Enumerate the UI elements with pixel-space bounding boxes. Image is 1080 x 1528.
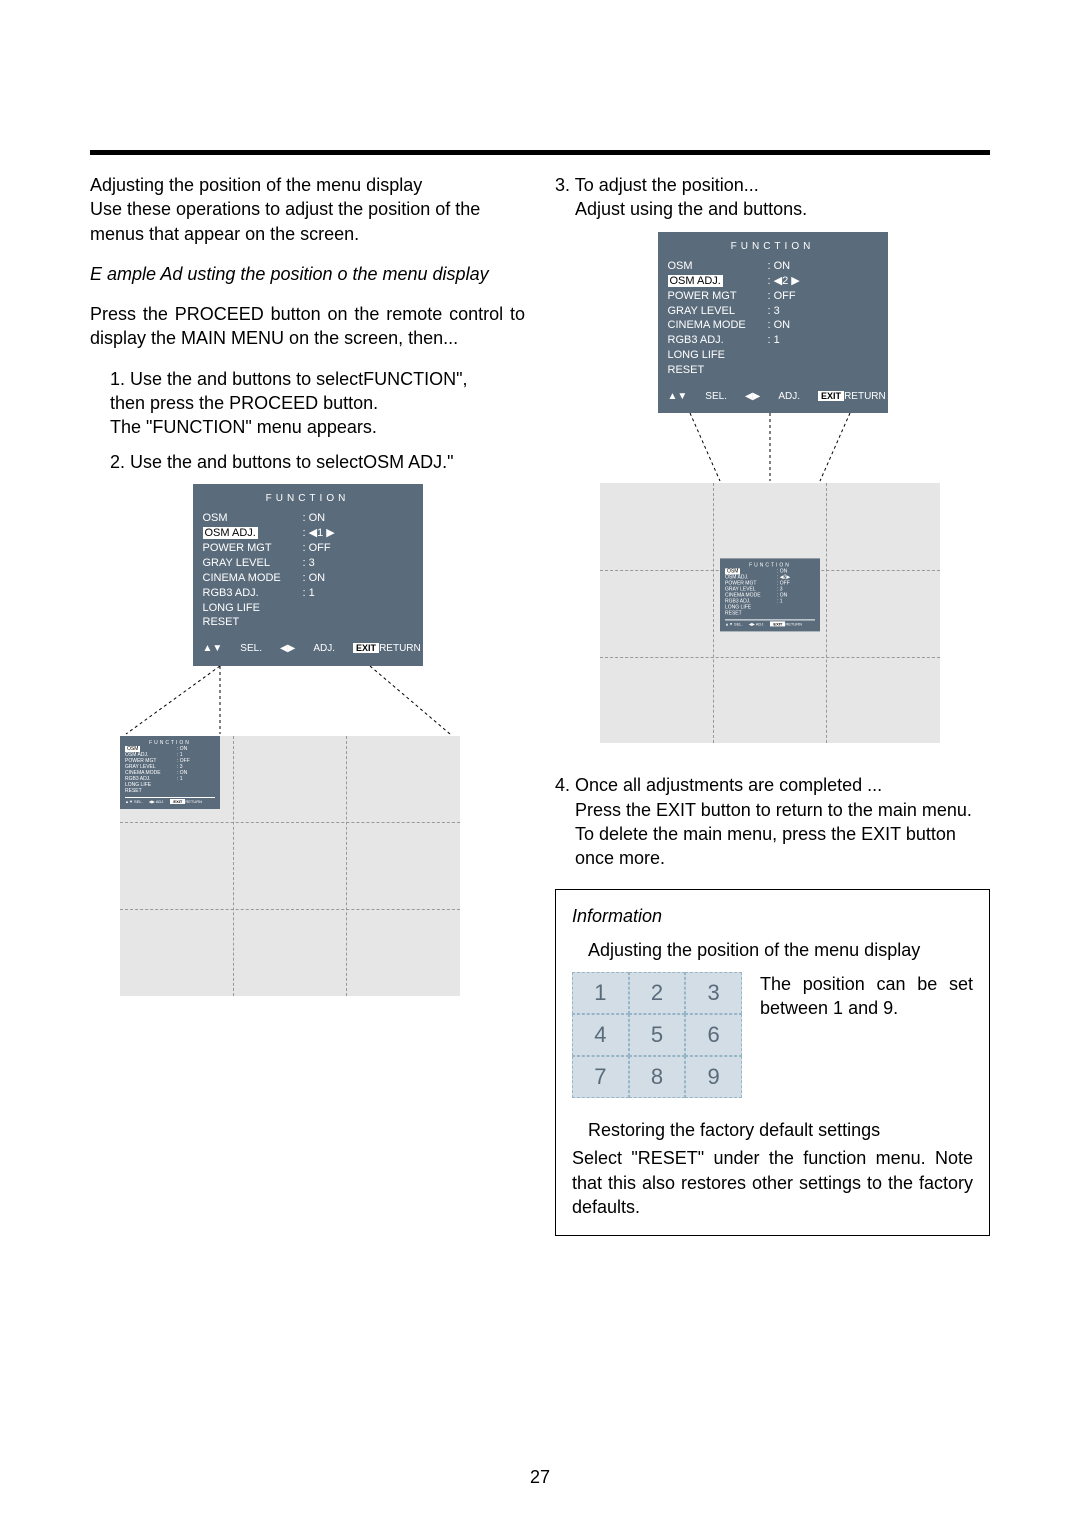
osd-row-val: : OFF — [303, 541, 331, 556]
divider — [90, 150, 990, 155]
osd-row-val: : ON — [768, 318, 791, 333]
osd-title: FUNCTION — [203, 492, 413, 506]
osd-row-val: : ON — [768, 259, 791, 274]
mini-osd-topleft: FUNCTION OSM: ON OSM ADJ.: 1 POWER MGT: … — [120, 736, 220, 809]
step2a: 2. Use the and buttons to select — [110, 452, 363, 472]
osd-row-val: : ON — [303, 511, 326, 526]
osd-row-label: LONG LIFE — [203, 601, 303, 616]
osd-row-val: : OFF — [768, 289, 796, 304]
information-box: Information Adjusting the position of th… — [555, 889, 990, 1237]
grid-cell: 4 — [572, 1014, 629, 1056]
info-row: 1 2 3 4 5 6 7 8 9 The position can be se… — [572, 972, 973, 1098]
osd-row-val: : ◀1 ▶ — [303, 526, 335, 541]
step1: 1. Use the and buttons to selectFUNCTION… — [90, 367, 525, 440]
step1-line1b: FUNCTION", — [363, 369, 467, 389]
sel-label: SEL. — [240, 642, 262, 656]
step4b: Press the EXIT button to return to the m… — [555, 798, 972, 822]
osd-menu-left: FUNCTION OSM: ON OSM ADJ.: ◀1 ▶ POWER MG… — [193, 484, 423, 666]
step1-line2: then press the PROCEED button. — [110, 393, 378, 413]
leader-lines-right — [600, 413, 940, 483]
two-column-layout: Adjusting the position of the menu displ… — [90, 173, 990, 1236]
grid-cell: 9 — [685, 1056, 742, 1098]
step1-line3: The "FUNCTION" menu appears. — [110, 417, 377, 437]
step2b: OSM ADJ." — [363, 452, 453, 472]
updown-icon: ▲▼ — [668, 390, 688, 404]
osd-row-label-hl: OSM ADJ. — [668, 275, 723, 287]
sel-label: SEL. — [705, 390, 727, 404]
osd-row-val: : 1 — [303, 586, 315, 601]
mini-osd-center: FUNCTION OSM: ON OSM ADJ.: ◀2▶ POWER MGT… — [720, 559, 820, 632]
osd-footer: ▲▼ SEL. ◀▶ ADJ. EXITRETURN — [203, 642, 413, 656]
step1-line1a: 1. Use the and buttons to select — [110, 369, 363, 389]
grid-cell: 3 — [685, 972, 742, 1014]
step3a: 3. To adjust the position... — [555, 175, 759, 195]
osd-row-label: GRAY LEVEL — [668, 304, 768, 319]
osd-row-val: : 1 — [768, 333, 780, 348]
osd-body: OSM: ON OSM ADJ.: ◀2 ▶ POWER MGT: OFF GR… — [668, 259, 878, 378]
osd-row-label: CINEMA MODE — [668, 318, 768, 333]
step3: 3. To adjust the position... Adjust usin… — [555, 173, 990, 222]
info-header: Information — [572, 904, 973, 928]
right-column: 3. To adjust the position... Adjust usin… — [555, 173, 990, 1236]
osd-row-val: : 3 — [768, 304, 780, 319]
osd-row-label: RGB3 ADJ. — [668, 333, 768, 348]
page-number: 27 — [530, 1467, 550, 1488]
exit-pill: EXIT — [353, 643, 379, 653]
grid-cell: 2 — [629, 972, 686, 1014]
osd-footer: ▲▼ SEL. ◀▶ ADJ. EXITRETURN — [668, 390, 878, 404]
left-heading-block: Adjusting the position of the menu displ… — [90, 173, 525, 246]
osd-row-label: RESET — [668, 363, 768, 378]
osd-row-label: OSM — [668, 259, 768, 274]
left-press: Press the PROCEED button on the remote c… — [90, 302, 525, 351]
return-label: RETURN — [379, 643, 421, 654]
osd-row-label: POWER MGT — [203, 541, 303, 556]
exit-pill: EXIT — [818, 391, 844, 401]
osd-row-val: : 3 — [303, 556, 315, 571]
osd-row-label: LONG LIFE — [668, 348, 768, 363]
osd-row-label: GRAY LEVEL — [203, 556, 303, 571]
grid-cell: 8 — [629, 1056, 686, 1098]
grid-cell: 6 — [685, 1014, 742, 1056]
step4a: 4. Once all adjustments are completed ..… — [555, 775, 882, 795]
info-text2: Select "RESET" under the function menu. … — [572, 1146, 973, 1219]
step2: 2. Use the and buttons to selectOSM ADJ.… — [90, 450, 525, 474]
osd-body: OSM: ON OSM ADJ.: ◀1 ▶ POWER MGT: OFF GR… — [203, 511, 413, 630]
grid-cell: 7 — [572, 1056, 629, 1098]
restore-block: Restoring the factory default settings S… — [572, 1118, 973, 1219]
screen-mock-left: FUNCTION OSM: ON OSM ADJ.: 1 POWER MGT: … — [120, 736, 460, 996]
osd-row-label: RESET — [203, 615, 303, 630]
osd-title: FUNCTION — [668, 240, 878, 254]
screen-mock-right: FUNCTION OSM: ON OSM ADJ.: ◀2▶ POWER MGT… — [600, 483, 940, 743]
osd-row-label: CINEMA MODE — [203, 571, 303, 586]
left-column: Adjusting the position of the menu displ… — [90, 173, 525, 1236]
adj-label: ADJ. — [313, 642, 335, 656]
step3b: Adjust using the and buttons. — [555, 199, 807, 219]
grid-cell: 1 — [572, 972, 629, 1014]
updown-icon: ▲▼ — [203, 642, 223, 656]
left-intro: Use these operations to adjust the posit… — [90, 199, 480, 243]
info-sub1: Adjusting the position of the menu displ… — [572, 938, 973, 962]
info-text1: The position can be set between 1 and 9. — [760, 972, 973, 1021]
osd-row-label: OSM — [203, 511, 303, 526]
info-sub2: Restoring the factory default settings — [572, 1118, 973, 1142]
osd-row-val: : ON — [303, 571, 326, 586]
leftright-icon: ◀▶ — [745, 390, 760, 404]
osd-row-label: POWER MGT — [668, 289, 768, 304]
osd-row-label-hl: OSM ADJ. — [203, 527, 258, 539]
position-grid: 1 2 3 4 5 6 7 8 9 — [572, 972, 742, 1098]
osd-row-val: : ◀2 ▶ — [768, 274, 800, 289]
grid-cell: 5 — [629, 1014, 686, 1056]
osd-menu-right: FUNCTION OSM: ON OSM ADJ.: ◀2 ▶ POWER MG… — [658, 232, 888, 414]
step4: 4. Once all adjustments are completed ..… — [555, 773, 990, 870]
left-example: E ample Ad usting the position o the men… — [90, 262, 525, 286]
return-label: RETURN — [844, 391, 886, 402]
osd-row-label: RGB3 ADJ. — [203, 586, 303, 601]
left-heading: Adjusting the position of the menu displ… — [90, 175, 422, 195]
leftright-icon: ◀▶ — [280, 642, 295, 656]
step4c: To delete the main menu, press the EXIT … — [555, 822, 990, 871]
leader-lines-left — [120, 666, 460, 736]
adj-label: ADJ. — [778, 390, 800, 404]
